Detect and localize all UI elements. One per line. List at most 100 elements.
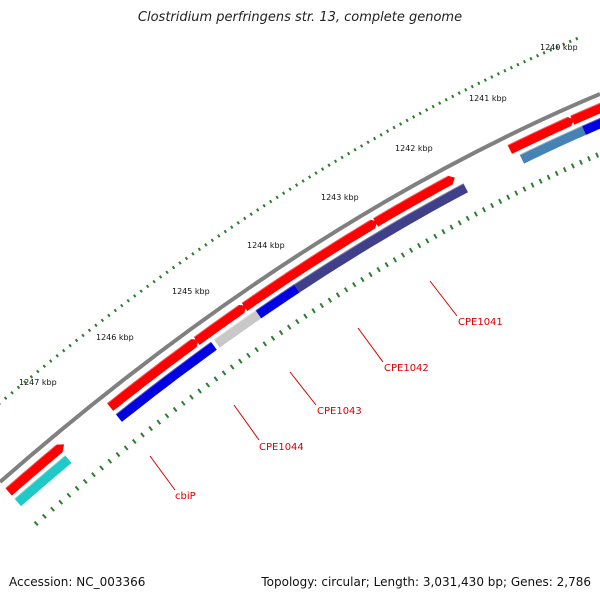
scale-tick-outer bbox=[379, 133, 383, 137]
gene-feature-red-2[interactable] bbox=[107, 339, 199, 411]
accession-text: Accession: NC_003366 bbox=[9, 575, 146, 589]
scale-tick-outer bbox=[171, 265, 176, 270]
scale-tick-outer bbox=[230, 225, 234, 229]
scale-label-1241: 1241 kbp bbox=[469, 94, 507, 103]
scale-tick-inner bbox=[172, 406, 178, 413]
scale-tick-inner bbox=[99, 465, 104, 471]
gene-feature-cyan-highlight bbox=[13, 454, 66, 500]
scale-tick-inner bbox=[189, 394, 194, 400]
scale-tick-inner bbox=[148, 425, 153, 432]
gene-feature-cpe1042-1041[interactable] bbox=[294, 183, 468, 293]
gene-feature-cpe1043[interactable] bbox=[255, 284, 300, 319]
scale-tick-outer bbox=[16, 385, 21, 390]
gene-feature-red-1-highlight bbox=[4, 443, 57, 489]
scale-tick-outer bbox=[243, 216, 247, 221]
gene-feature-blue-end[interactable] bbox=[581, 114, 600, 135]
scale-tick-outer bbox=[496, 72, 500, 76]
gene-label-cpe1043[interactable]: CPE1043 bbox=[317, 406, 362, 417]
scale-tick-outer bbox=[10, 390, 14, 395]
scale-tick-outer bbox=[477, 81, 481, 86]
scale-tick-inner bbox=[197, 388, 202, 394]
scale-label-1244: 1244 kbp bbox=[247, 241, 285, 250]
scale-tick-inner bbox=[91, 472, 96, 478]
scale-tick-inner bbox=[595, 152, 600, 158]
gene-feature-cbip[interactable] bbox=[115, 341, 217, 422]
scale-tick-inner bbox=[400, 252, 406, 258]
scale-label-1240: 1240 kbp bbox=[540, 43, 578, 52]
scale-tick-outer bbox=[385, 129, 390, 134]
scale-tick-outer bbox=[346, 151, 351, 156]
gene-feature-red-6-highlight bbox=[372, 174, 449, 219]
scale-tick-outer bbox=[126, 298, 130, 303]
gene-label-cbip[interactable]: cbiP bbox=[175, 491, 196, 502]
scale-tick-outer bbox=[249, 212, 253, 216]
scale-tick-outer bbox=[542, 51, 546, 55]
scale-tick-outer bbox=[178, 261, 182, 265]
scale-tick-outer bbox=[431, 104, 435, 109]
gene-feature-steel-highlight bbox=[519, 124, 583, 156]
gene-label-cpe1042[interactable]: CPE1042 bbox=[384, 363, 429, 374]
scale-tick-outer bbox=[184, 256, 189, 261]
gene-feature-red-5[interactable] bbox=[286, 219, 378, 281]
scale-tick-inner bbox=[107, 458, 113, 464]
gene-feature-red-8[interactable] bbox=[570, 101, 600, 125]
scale-tick-outer bbox=[152, 279, 156, 284]
gene-label-cpe1044[interactable]: CPE1044 bbox=[259, 442, 304, 453]
scale-tick-inner bbox=[180, 400, 186, 406]
scale-tick-outer bbox=[359, 144, 364, 148]
scale-tick-outer bbox=[366, 140, 370, 145]
scale-tick-inner bbox=[384, 262, 389, 268]
scale-tick-inner bbox=[360, 276, 365, 283]
scale-tick-outer bbox=[451, 94, 455, 99]
scale-tick-inner bbox=[465, 215, 470, 222]
scale-tick-inner bbox=[319, 302, 324, 309]
scale-tick-outer bbox=[503, 68, 507, 73]
gene-feature-cpe1043-highlight bbox=[254, 283, 295, 312]
gene-feature-red-1[interactable] bbox=[5, 444, 65, 496]
scale-tick-outer bbox=[81, 333, 85, 338]
scale-tick-inner bbox=[343, 287, 349, 293]
scale-tick-outer bbox=[301, 179, 305, 183]
scale-tick-outer bbox=[281, 191, 286, 196]
gene-feature-red-3[interactable] bbox=[193, 304, 247, 345]
scale-label-1246: 1246 kbp bbox=[96, 333, 134, 342]
scale-tick-outer bbox=[132, 294, 137, 298]
scale-tick-outer bbox=[120, 303, 124, 308]
scale-labels: 1240 kbp 1241 kbp 1242 kbp 1243 kbp 1244… bbox=[19, 43, 578, 387]
gene-feature-cpe1044[interactable] bbox=[213, 310, 262, 348]
scale-tick-inner bbox=[262, 341, 268, 347]
scale-tick-outer bbox=[197, 247, 202, 252]
scale-tick-outer bbox=[470, 84, 474, 89]
scale-tick-inner bbox=[562, 166, 567, 173]
gene-label-cpe1041[interactable]: CPE1041 bbox=[458, 317, 503, 328]
leader-cbip bbox=[149, 455, 176, 491]
scale-tick-outer bbox=[74, 338, 79, 343]
gene-feature-red-4[interactable] bbox=[241, 272, 294, 311]
scale-tick-outer bbox=[29, 374, 34, 379]
scale-tick-outer bbox=[392, 125, 396, 130]
scale-tick-inner bbox=[335, 292, 341, 298]
scale-tick-inner bbox=[449, 224, 454, 230]
scale-tick-inner bbox=[238, 358, 243, 364]
gene-feature-red-8-highlight bbox=[569, 101, 600, 117]
scale-tick-outer bbox=[529, 56, 533, 61]
gene-feature-red-7-highlight bbox=[507, 115, 568, 146]
gene-feature-red-6[interactable] bbox=[373, 175, 455, 227]
gene-feature-red-7[interactable] bbox=[507, 116, 575, 154]
gene-feature-cpe1042-1041-highlight bbox=[293, 182, 464, 285]
scale-label-1242: 1242 kbp bbox=[395, 144, 433, 153]
gene-feature-steel[interactable] bbox=[519, 125, 586, 164]
scale-tick-inner bbox=[221, 370, 227, 376]
scale-tick-outer bbox=[68, 343, 72, 348]
leader-cpe1042 bbox=[357, 327, 384, 363]
scale-tick-outer bbox=[42, 364, 47, 369]
gene-feature-cyan[interactable] bbox=[14, 455, 72, 507]
scale-label-1243: 1243 kbp bbox=[321, 193, 359, 202]
gene-feature-red-5-highlight bbox=[285, 218, 371, 274]
scale-tick-outer bbox=[256, 208, 260, 212]
scale-tick-inner bbox=[587, 155, 591, 162]
scale-tick-outer bbox=[288, 187, 292, 191]
scale-tick-outer bbox=[49, 359, 53, 363]
scale-tick-inner bbox=[579, 159, 583, 165]
scale-tick-outer bbox=[327, 163, 331, 167]
